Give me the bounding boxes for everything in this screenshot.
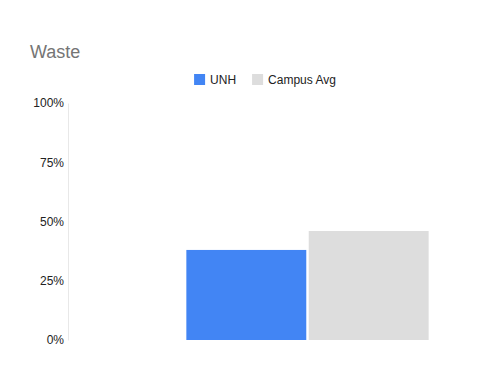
y-tick: 75% [40, 156, 68, 170]
y-tick: 25% [40, 274, 68, 288]
title: Waste [30, 42, 80, 62]
y-tick: 50% [40, 215, 68, 229]
y-tick: 0% [47, 333, 68, 347]
legend-swatch [194, 74, 205, 85]
y-axis-line [68, 104, 69, 341]
y-tick-label: 100% [33, 96, 64, 110]
legend: UNH Campus Avg [194, 73, 336, 87]
legend-swatch [252, 74, 263, 85]
y-axis: 0% 25% 50% 75% 100% [33, 96, 68, 347]
legend-item: UNH [194, 73, 236, 87]
legend-item: Campus Avg [252, 73, 336, 87]
chart: Waste 0% 25% 50% 75% 100% UNH Campus Avg [0, 0, 480, 380]
y-tick-label: 75% [40, 156, 64, 170]
legend-label: UNH [210, 73, 236, 87]
y-tick-label: 25% [40, 274, 64, 288]
bar [186, 250, 306, 340]
legend-label: Campus Avg [268, 73, 336, 87]
bars [186, 231, 428, 340]
bar [309, 231, 429, 340]
y-tick: 100% [33, 96, 68, 110]
y-tick-label: 0% [47, 333, 65, 347]
y-tick-label: 50% [40, 215, 64, 229]
